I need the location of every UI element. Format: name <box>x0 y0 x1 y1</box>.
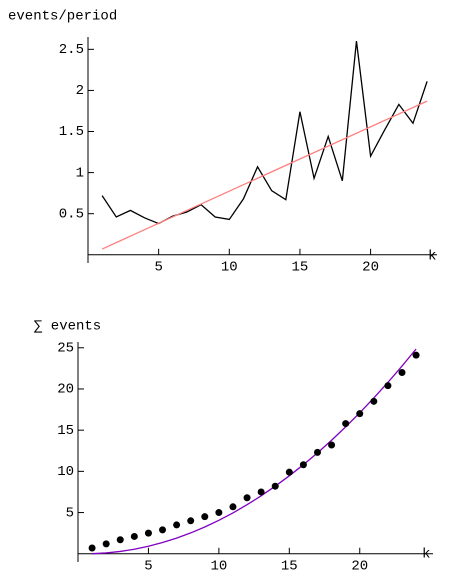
data-point <box>102 540 110 548</box>
data-point <box>356 410 364 418</box>
data-point <box>398 368 406 376</box>
data-point <box>384 382 392 390</box>
y-tick-label: 20 <box>57 382 74 398</box>
data-point <box>130 532 138 540</box>
data-point <box>229 503 237 511</box>
data-point <box>257 488 265 496</box>
data-point <box>370 397 378 405</box>
x-tick-label: 15 <box>281 558 298 573</box>
data-point <box>159 526 167 534</box>
y-tick-label: 0.5 <box>59 206 84 222</box>
data-point <box>88 544 96 552</box>
data-line <box>101 41 428 225</box>
data-point <box>328 441 336 449</box>
data-line <box>101 100 428 250</box>
y-tick-label: 1 <box>76 165 84 181</box>
y-tick-label: 2.5 <box>59 42 84 58</box>
y-axis-label: events/period <box>8 9 117 25</box>
x-axis-label: k <box>428 249 436 265</box>
y-tick-label: 1.5 <box>59 124 84 140</box>
data-point <box>271 482 279 490</box>
data-point <box>243 494 251 502</box>
data-point <box>299 461 307 469</box>
y-tick-label: 15 <box>57 423 74 439</box>
x-tick-label: 10 <box>210 558 227 573</box>
data-line <box>92 348 417 555</box>
data-point <box>116 536 124 544</box>
y-tick-label: 2 <box>76 83 84 99</box>
data-point <box>412 351 420 359</box>
data-point <box>313 448 321 456</box>
y-tick-label: 25 <box>57 340 74 356</box>
x-axis-label: k <box>422 547 430 563</box>
data-point <box>144 529 152 537</box>
x-tick-label: 20 <box>351 558 368 573</box>
x-tick-label: 5 <box>144 558 152 573</box>
data-point <box>342 420 350 428</box>
y-tick-label: 10 <box>57 464 74 480</box>
x-tick-label: 5 <box>154 259 162 275</box>
data-point <box>187 517 195 525</box>
y-axis-label: ∑ events <box>34 319 101 335</box>
data-point <box>215 509 223 517</box>
data-point <box>285 468 293 476</box>
y-tick-label: 5 <box>66 505 74 521</box>
x-tick-label: 20 <box>362 259 379 275</box>
x-tick-label: 15 <box>292 259 309 275</box>
data-point <box>201 513 209 521</box>
x-tick-label: 10 <box>221 259 238 275</box>
data-point <box>173 521 181 529</box>
